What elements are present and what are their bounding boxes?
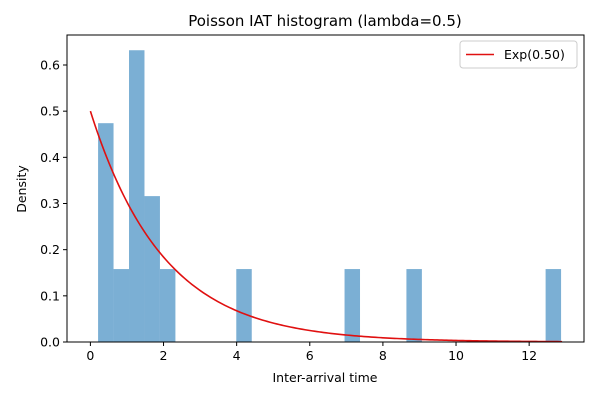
histogram-bar — [236, 269, 252, 342]
x-tick-label: 6 — [306, 348, 314, 363]
y-tick-label: 0.1 — [40, 288, 60, 303]
x-tick-label: 0 — [86, 348, 94, 363]
x-axis-ticks: 0 2 4 6 8 10 12 — [86, 342, 537, 363]
x-axis-label: Inter-arrival time — [273, 370, 378, 385]
x-tick-label: 12 — [521, 348, 537, 363]
x-tick-label: 10 — [448, 348, 464, 363]
histogram-bar — [113, 269, 130, 342]
histogram-bar — [159, 269, 176, 342]
x-tick-label: 8 — [379, 348, 387, 363]
y-tick-label: 0.4 — [40, 150, 60, 165]
y-tick-label: 0.3 — [40, 196, 60, 211]
y-tick-label: 0.6 — [40, 58, 60, 73]
histogram-bar — [406, 269, 422, 342]
histogram-bar — [98, 123, 114, 343]
y-tick-label: 0.5 — [40, 104, 60, 119]
plot-frame — [66, 34, 585, 343]
exp-curve-line — [89, 110, 563, 343]
chart-title: Poisson IAT histogram (lambda=0.5) — [188, 12, 462, 30]
histogram-bar — [129, 50, 145, 342]
exp-curve-group — [89, 110, 563, 343]
legend: Exp(0.50) — [459, 40, 578, 69]
histogram-bar — [344, 269, 361, 342]
histogram-bars — [98, 50, 562, 343]
y-axis-ticks: 0.0 0.1 0.2 0.3 0.4 0.5 0.6 — [40, 58, 67, 350]
y-tick-label: 0.2 — [40, 242, 60, 257]
legend-box — [459, 40, 578, 69]
histogram-bar — [144, 196, 160, 342]
histogram-bar — [545, 269, 562, 342]
x-tick-label: 4 — [233, 348, 241, 363]
y-tick-label: 0.0 — [40, 335, 60, 350]
legend-label: Exp(0.50) — [504, 47, 565, 62]
x-tick-label: 2 — [160, 348, 168, 363]
y-axis-label: Density — [14, 165, 29, 213]
